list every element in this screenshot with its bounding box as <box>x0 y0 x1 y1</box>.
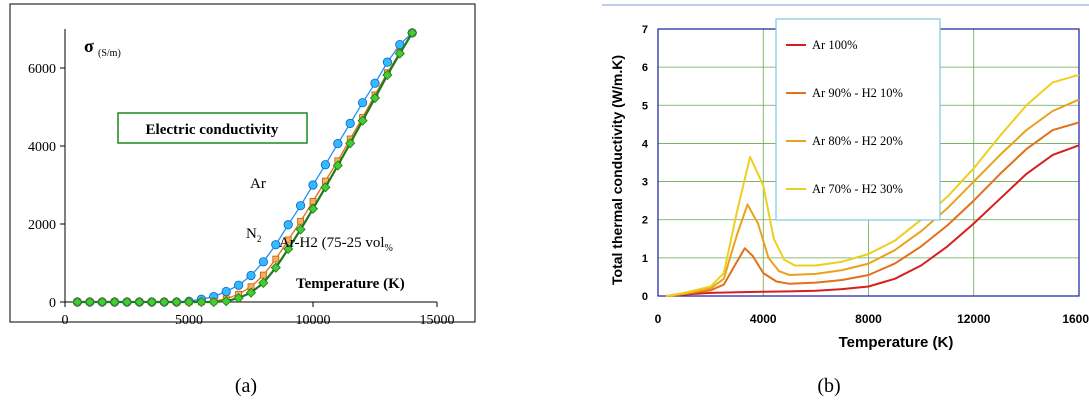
panel-a: 0 2000 4000 6000 0 5000 10000 15000 σ (S/m) Ele… <box>9 3 476 328</box>
point-arh2 <box>171 296 182 308</box>
point-arh2 <box>283 243 294 255</box>
series-line-1 <box>665 144 1080 297</box>
panel-b-ytick-label: 4 <box>642 138 649 150</box>
point-n2 <box>259 271 267 279</box>
panel-b-ylabel: Total thermal conductivity (W/m.K) <box>609 55 625 285</box>
panel-a-xtick-label: 10000 <box>296 313 331 328</box>
panel-b-xtick-label: 8000 <box>855 312 882 326</box>
point-arh2 <box>159 296 170 308</box>
panel-b-ytick-label: 6 <box>642 62 648 74</box>
panel-a-ytick-label: 0 <box>49 296 56 311</box>
point-ar <box>357 98 368 108</box>
point-arh2 <box>320 182 331 193</box>
point-arh2 <box>369 92 381 104</box>
point-arh2 <box>407 27 418 38</box>
panel-b-legend: Ar 100% Ar 90% - H2 10% Ar 80% - H2 20% Ar … <box>775 18 941 221</box>
panel-b-ytick-label: 3 <box>642 177 648 189</box>
panel-a-label: (a) <box>235 375 257 397</box>
panel-a-title-box <box>117 112 308 144</box>
panel-a-ytick-label: 6000 <box>28 62 56 77</box>
point-arh2 <box>245 287 257 298</box>
panel-b-xlabel: Temperature (K) <box>839 334 954 351</box>
point-ar <box>221 286 231 297</box>
panel-b-series <box>665 73 1080 297</box>
panel-a-title: Electric conductivity <box>146 122 279 138</box>
point-n2 <box>284 236 292 244</box>
point-ar <box>283 220 293 230</box>
point-arh2 <box>394 48 405 59</box>
point-ar <box>320 160 330 170</box>
point-ar <box>333 139 343 149</box>
point-ar <box>246 270 256 281</box>
point-ar <box>308 180 318 190</box>
legend-box <box>775 18 941 221</box>
point-arh2 <box>134 296 145 308</box>
panel-a-series <box>72 27 418 308</box>
panel-b-ytick-label: 5 <box>642 100 648 112</box>
point-arh2 <box>221 296 232 307</box>
panel-a-ylabel: σ <box>84 36 94 56</box>
point-ar <box>382 57 392 67</box>
point-arh2 <box>121 296 133 308</box>
point-ar <box>258 257 268 267</box>
panel-b-ytick-label: 1 <box>642 253 648 265</box>
point-ar <box>271 240 281 250</box>
panel-b-ytick-label: 0 <box>642 291 648 303</box>
panel-a-frame <box>9 3 476 323</box>
point-arh2 <box>84 296 95 308</box>
point-n2 <box>297 217 305 225</box>
point-ar <box>295 201 306 211</box>
point-arh2 <box>332 160 343 171</box>
panel-b-xtick-label: 16000 <box>1062 312 1089 326</box>
point-arh2 <box>72 296 83 308</box>
point-arh2 <box>295 224 306 235</box>
panel-b: 0 1 2 3 4 5 6 7 0 4000 8000 12000 16000 Ar 100% Ar 90… <box>602 4 1089 351</box>
point-arh2 <box>270 262 281 273</box>
panel-a-xtick-label: 15000 <box>420 313 455 328</box>
point-n2 <box>272 255 280 263</box>
legend-label: Ar 100% <box>812 38 857 52</box>
panel-b-xtick-label: 0 <box>655 312 662 326</box>
point-ar <box>345 118 355 128</box>
annotation-arh2: Ar-H2 (75-25 vol% <box>279 235 393 254</box>
panel-a-ytick-label: 2000 <box>28 218 56 233</box>
point-arh2 <box>233 293 244 304</box>
panel-a-ytick-label: 4000 <box>28 140 56 155</box>
panel-a-xtick-label: 0 <box>62 313 69 328</box>
panel-a-xlabel: Temperature (K) <box>296 276 405 292</box>
point-arh2 <box>307 203 319 214</box>
panel-b-xtick-label: 12000 <box>957 312 991 326</box>
panel-b-ytick-label: 7 <box>642 24 648 36</box>
point-arh2 <box>357 115 368 126</box>
series-line-4 <box>665 73 1080 297</box>
point-arh2 <box>345 138 356 149</box>
panel-a-ylabel-unit: (S/m) <box>98 48 121 59</box>
point-arh2 <box>258 277 269 288</box>
point-arh2 <box>208 296 219 308</box>
panel-b-label: (b) <box>817 375 840 397</box>
panel-a-xtick-label: 5000 <box>175 313 203 328</box>
point-arh2 <box>97 296 108 308</box>
point-arh2 <box>183 296 195 308</box>
point-arh2 <box>146 296 157 308</box>
panel-a-axes: 0 2000 4000 6000 0 5000 10000 15000 <box>28 29 455 328</box>
legend-label: Ar 90% - H2 10% <box>812 86 903 100</box>
point-ar <box>234 280 244 290</box>
panel-b-ytick-label: 2 <box>642 215 648 227</box>
legend-label: Ar 70% - H2 30% <box>812 182 903 196</box>
series-line-2 <box>665 121 1080 297</box>
point-arh2 <box>109 296 120 308</box>
series-line-3 <box>665 98 1080 297</box>
annotation-ar: Ar <box>250 176 266 192</box>
legend-label: Ar 80% - H2 20% <box>812 134 903 148</box>
annotation-n2: N2 <box>246 226 261 244</box>
point-ar <box>370 78 380 88</box>
series-line-arh2 <box>77 32 414 304</box>
point-arh2 <box>382 69 393 81</box>
point-arh2 <box>196 296 207 308</box>
panel-b-xtick-label: 4000 <box>750 312 777 326</box>
